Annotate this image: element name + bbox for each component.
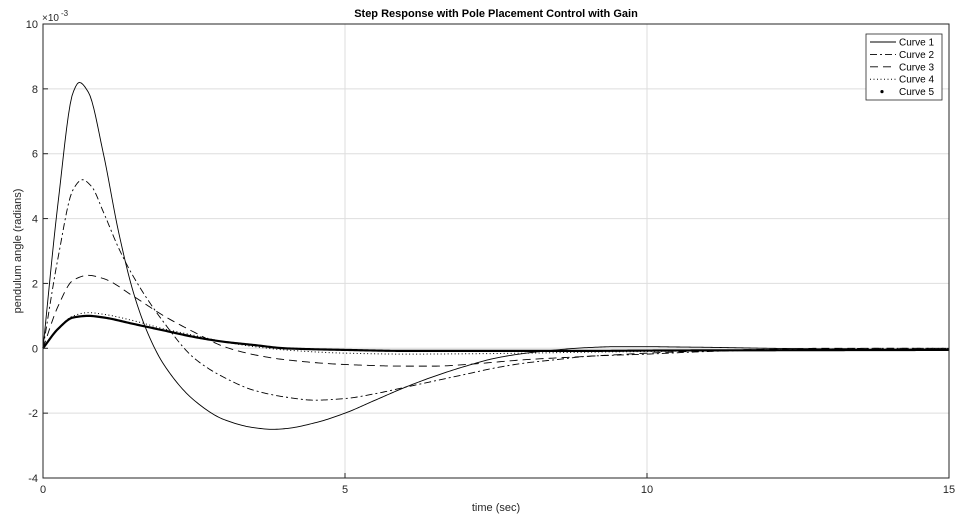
- ticks: 0 5 10 15 -4 -2 0 2 4 6 8 10: [26, 19, 955, 496]
- y-tick-label: -4: [28, 473, 38, 485]
- legend-label: Curve 5: [899, 87, 934, 98]
- x-tick-label: 5: [342, 484, 348, 496]
- y-tick-label: 0: [32, 343, 38, 355]
- axes-box: [42, 23, 950, 479]
- y-multiplier-exponent: -3: [61, 9, 69, 18]
- series-line-curve-3: [42, 274, 949, 367]
- y-tick-label: 8: [32, 84, 38, 96]
- x-tick-label: 0: [40, 484, 46, 496]
- x-tick-label: 10: [641, 484, 653, 496]
- series-layer: [42, 81, 950, 430]
- legend-swatch: [880, 90, 884, 94]
- series-line-curve-5: [42, 314, 949, 352]
- y-axis-label: pendulum angle (radians): [12, 189, 24, 314]
- axes-background: [43, 24, 949, 478]
- y-multiplier: ×10 -3: [42, 9, 69, 24]
- plot-area: 0 5 10 15 -4 -2 0 2 4 6 8 10: [26, 19, 955, 496]
- x-tick-label: 15: [943, 484, 955, 496]
- y-tick-label: 4: [32, 214, 38, 226]
- chart-title: Step Response with Pole Placement Contro…: [354, 8, 638, 20]
- legend-box: [865, 33, 943, 101]
- grid: [43, 24, 949, 478]
- x-axis-label: time (sec): [472, 502, 520, 514]
- y-multiplier-base: ×10: [42, 13, 59, 24]
- y-tick-label: -2: [28, 408, 38, 420]
- legend-label: Curve 3: [899, 62, 934, 73]
- legend-label: Curve 2: [899, 50, 934, 61]
- legend-label: Curve 1: [899, 38, 934, 49]
- y-tick-label: 2: [32, 278, 38, 290]
- y-tick-label: 10: [26, 19, 38, 31]
- y-tick-label: 6: [32, 149, 38, 161]
- legend-label: Curve 4: [899, 75, 934, 86]
